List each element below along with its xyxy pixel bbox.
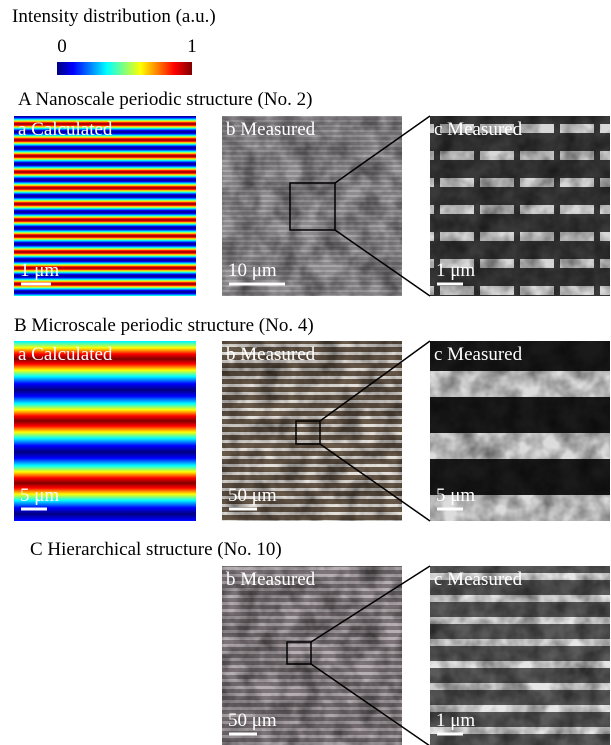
colorbar-min: 0 [57,36,67,57]
panel-label: b Measured [226,344,316,365]
panel-label: a Calculated [18,344,113,365]
panel-label: a Calculated [18,119,113,140]
panel-label: c Measured [434,569,523,590]
panel-label: c Measured [434,119,523,140]
figure: Intensity distribution (a.u.) 0 1 A Nano… [0,0,611,745]
panels: A Nanoscale periodic structure (No. 2) a … [14,89,610,745]
scale-bar-label: 50 μm [228,485,277,506]
scale-bar-label: 1 μm [436,260,475,281]
section-title: C Hierarchical structure (No. 10) [30,539,282,560]
section-title: B Microscale periodic structure (No. 4) [14,315,314,336]
scale-bar-label: 5 μm [20,485,59,506]
scale-bar-label: 10 μm [228,260,277,281]
header-title: Intensity distribution (a.u.) [12,6,216,27]
page: {"header": {"title": "Intensity distribu… [0,0,611,745]
colorbar [57,62,192,75]
section-title: A Nanoscale periodic structure (No. 2) [18,89,312,110]
scale-bar-label: 5 μm [436,485,475,506]
panel-label: c Measured [434,344,523,365]
panel-label: b Measured [226,569,316,590]
scale-bar-label: 1 μm [20,260,59,281]
scale-bar-label: 1 μm [436,710,475,731]
panel-label: b Measured [226,119,316,140]
scale-bar-label: 50 μm [228,710,277,731]
colorbar-max: 1 [187,36,197,57]
